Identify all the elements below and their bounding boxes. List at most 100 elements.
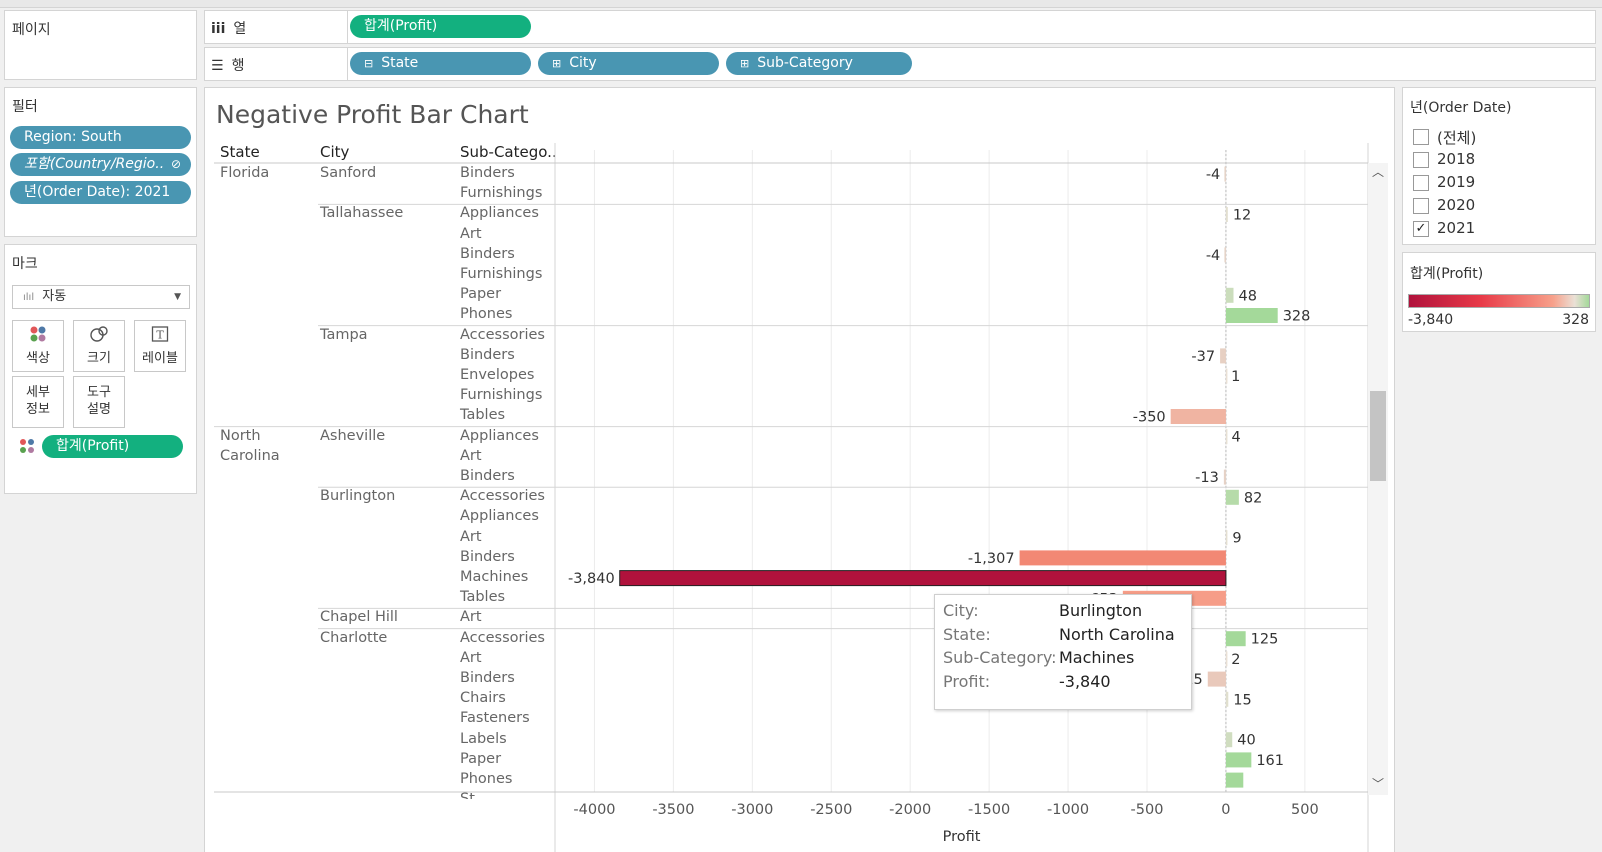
color-legend-card[interactable]: 합계(Profit) -3,840 328 (1402, 252, 1596, 332)
rows-pill-subcategory[interactable]: ⊞ Sub-Category (726, 52, 912, 75)
mark-type-label: 자동 (42, 289, 67, 304)
filters-panel[interactable]: 필터 Region: South 포함(Country/Regio.. ⊘ 년(O… (4, 87, 197, 237)
subcategory-label[interactable]: Binders (460, 548, 515, 565)
subcategory-label[interactable]: Furnishings (460, 185, 543, 202)
year-option-label[interactable]: 2018 (1437, 150, 1476, 168)
size-button[interactable]: 크기 (73, 320, 125, 372)
subcategory-label[interactable]: Furnishings (460, 266, 543, 282)
subcategory-label[interactable]: Binders (460, 670, 515, 686)
subcategory-label[interactable]: Furnishings (460, 387, 543, 404)
city-label[interactable]: Asheville (320, 427, 386, 444)
rows-shelf-label: ☰ 행 (211, 55, 244, 75)
detail-button[interactable]: 세부 정보 (12, 376, 64, 428)
header-state[interactable]: State (220, 143, 260, 161)
marks-panel[interactable]: 마크 ılıl 자동 ▼ 색상 크기 T 레이블 세부 정보 도구 설명 합계(… (4, 244, 197, 494)
label-icon: T (135, 325, 185, 347)
year-checkbox[interactable] (1413, 198, 1429, 214)
subcategory-label[interactable]: Appliances (460, 427, 539, 444)
size-button-label: 크기 (87, 351, 111, 366)
subcategory-label[interactable]: Paper (460, 750, 502, 767)
bar-chart-icon: ılıl (23, 292, 35, 303)
subcategory-label[interactable]: Phones (460, 306, 513, 323)
year-checkbox[interactable] (1413, 175, 1429, 191)
filter-pill-order-date[interactable]: 년(Order Date): 2021 (10, 181, 191, 204)
city-label[interactable]: Tallahassee (320, 205, 404, 222)
state-label[interactable]: Florida (220, 165, 270, 181)
subcategory-label[interactable]: Art (460, 528, 482, 545)
subcategory-label[interactable]: Art (460, 649, 482, 666)
rows-pill-subcategory-label: Sub-Category (757, 55, 853, 71)
filter-pill-region[interactable]: Region: South (10, 126, 191, 149)
filters-title: 필터 (12, 99, 38, 115)
subcategory-label[interactable]: Accessories (460, 488, 545, 505)
subcategory-label[interactable]: St... (460, 791, 489, 800)
chevron-down-icon: ▼ (174, 292, 181, 302)
subcategory-label[interactable]: Fasteners (460, 710, 530, 727)
subcategory-label[interactable]: Binders (460, 165, 515, 181)
chevron-down-icon[interactable]: ﹀ (1372, 777, 1385, 791)
subcategory-label[interactable]: Tables (460, 589, 506, 606)
city-label[interactable]: Burlington (320, 488, 396, 505)
year-option-label[interactable]: (전체) (1437, 129, 1477, 147)
subcategory-label[interactable]: Accessories (460, 326, 545, 343)
subcategory-label[interactable]: Binders (460, 468, 515, 484)
columns-label-text: 열 (233, 21, 247, 37)
mark-type-dropdown[interactable]: ılıl 자동 ▼ (12, 285, 190, 309)
columns-shelf[interactable]: iii 열 합계(Profit) (204, 10, 1596, 44)
header-subcategory[interactable]: Sub-Catego.. (460, 143, 557, 161)
rows-pill-city[interactable]: ⊞ City (538, 52, 719, 75)
tooltip-value: North Carolina (1059, 624, 1175, 644)
subcategory-label[interactable]: Chairs (460, 690, 506, 707)
year-option-label[interactable]: 2021 (1437, 219, 1476, 237)
state-label[interactable]: North Carolina (220, 427, 280, 464)
worksheet-view[interactable]: Negative Profit Bar Chart (204, 87, 1395, 852)
columns-pill-profit[interactable]: 합계(Profit) (350, 15, 531, 38)
filter-pill-country-label: 포함(Country/Regio.. (24, 156, 165, 172)
label-button[interactable]: T 레이블 (134, 320, 186, 372)
year-checkbox[interactable]: ✓ (1413, 221, 1429, 237)
subcategory-label[interactable]: Machines (460, 569, 529, 585)
link-icon: ⊘ (170, 157, 181, 171)
subcategory-label[interactable]: Appliances (460, 508, 539, 525)
pages-panel[interactable]: 페이지 (4, 10, 197, 80)
rows-pill-state[interactable]: ⊟ State (350, 52, 531, 75)
subcategory-label[interactable]: Accessories (460, 629, 545, 646)
rows-shelf[interactable]: ☰ 행 ⊟ State ⊞ City ⊞ Sub-Category (204, 47, 1596, 81)
scrollbar-thumb[interactable] (1370, 391, 1386, 481)
subcategory-label[interactable]: Appliances (460, 205, 539, 222)
header-city[interactable]: City (320, 143, 350, 161)
subcategory-label[interactable]: Art (460, 609, 482, 626)
city-label[interactable]: Charlotte (320, 629, 388, 646)
year-checkbox[interactable] (1413, 152, 1429, 168)
city-label[interactable]: Sanford (320, 165, 377, 181)
subcategory-label[interactable]: Phones (460, 771, 513, 787)
color-legend-title: 합계(Profit) (1410, 266, 1484, 282)
year-checkbox[interactable] (1413, 129, 1429, 145)
city-label[interactable]: Tampa (320, 326, 368, 343)
marks-title: 마크 (12, 256, 38, 272)
subcategory-label[interactable]: Labels (460, 730, 507, 747)
expand-icon: ⊞ (552, 57, 562, 70)
color-gradient-bar (1408, 294, 1590, 308)
subcategory-label[interactable]: Art (460, 225, 482, 242)
subcategory-label[interactable]: Binders (460, 245, 515, 262)
year-filter-card[interactable]: 년(Order Date) (전체) 2018 2019 2020 ✓ 2021 (1402, 87, 1596, 245)
tooltip-button[interactable]: 도구 설명 (73, 376, 125, 428)
year-option-label[interactable]: 2019 (1437, 173, 1476, 191)
subcategory-label[interactable]: Envelopes (460, 367, 535, 383)
tooltip-key: Profit: (943, 671, 991, 691)
subcategory-label[interactable]: Art (460, 447, 482, 464)
city-label[interactable]: Chapel Hill (320, 609, 398, 626)
tooltip-value: Burlington (1059, 601, 1143, 620)
marks-color-pill-profit[interactable]: 합계(Profit) (42, 435, 183, 458)
filter-pill-country[interactable]: 포함(Country/Regio.. ⊘ (10, 153, 191, 176)
subcategory-label[interactable]: Paper (460, 286, 502, 303)
subcategory-label[interactable]: Binders (460, 346, 515, 363)
year-option-label[interactable]: 2020 (1437, 196, 1476, 214)
subcategory-label[interactable]: Tables (460, 407, 506, 424)
columns-shelf-label: iii 열 (211, 18, 246, 38)
chevron-up-icon[interactable]: ︿ (1372, 165, 1385, 179)
color-legend-min: -3,840 (1408, 312, 1454, 328)
vertical-scrollbar[interactable]: ︿ ﹀ (1368, 163, 1388, 795)
color-button[interactable]: 색상 (12, 320, 64, 372)
